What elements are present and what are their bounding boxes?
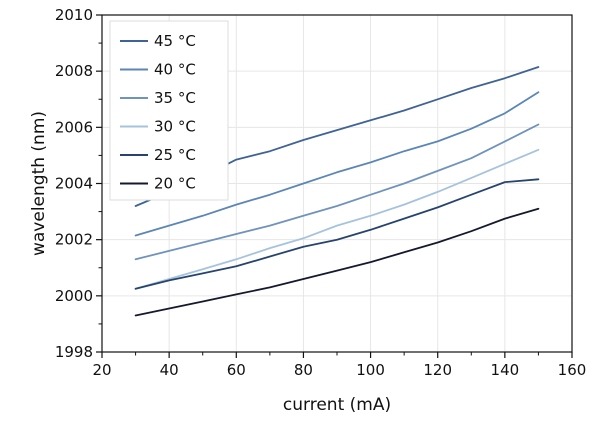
legend-label: 45 °C bbox=[154, 32, 196, 50]
x-tick-label: 160 bbox=[558, 361, 587, 379]
series-line bbox=[134, 148, 540, 290]
series-line bbox=[134, 178, 540, 290]
x-tick-label: 80 bbox=[294, 361, 313, 379]
x-tick-label: 60 bbox=[227, 361, 246, 379]
x-tick-label: 40 bbox=[160, 361, 179, 379]
y-tick-label: 2006 bbox=[55, 118, 93, 136]
series-line bbox=[134, 123, 540, 261]
x-axis-title: current (mA) bbox=[283, 395, 391, 415]
legend-label: 30 °C bbox=[154, 118, 196, 136]
x-tick-label: 20 bbox=[92, 361, 111, 379]
y-axis-title: wavelength (nm) bbox=[29, 111, 49, 256]
legend-label: 25 °C bbox=[154, 146, 196, 164]
y-tick-label: 2004 bbox=[55, 175, 93, 193]
y-tick-label: 1998 bbox=[55, 343, 93, 361]
y-tick-label: 2002 bbox=[55, 231, 93, 249]
series-line bbox=[134, 207, 540, 317]
axis-ticks: 20 40 60 80 100 120 140 160 1998 2000 2002 2004 2006… bbox=[55, 6, 587, 379]
legend-label: 40 °C bbox=[154, 61, 196, 79]
legend-box bbox=[109, 20, 229, 201]
x-tick-label: 140 bbox=[491, 361, 520, 379]
y-tick-label: 2000 bbox=[55, 287, 93, 305]
x-tick-label: 120 bbox=[423, 361, 452, 379]
x-tick-label: 100 bbox=[356, 361, 385, 379]
series-line bbox=[134, 91, 540, 237]
y-tick-label: 2008 bbox=[55, 62, 93, 80]
legend-label: 20 °C bbox=[154, 175, 196, 193]
legend: 45 °C 40 °C 35 °C 30 °C 25 °C 20 °C bbox=[109, 20, 229, 201]
legend-label: 35 °C bbox=[154, 89, 196, 107]
y-tick-label: 2010 bbox=[55, 6, 93, 24]
